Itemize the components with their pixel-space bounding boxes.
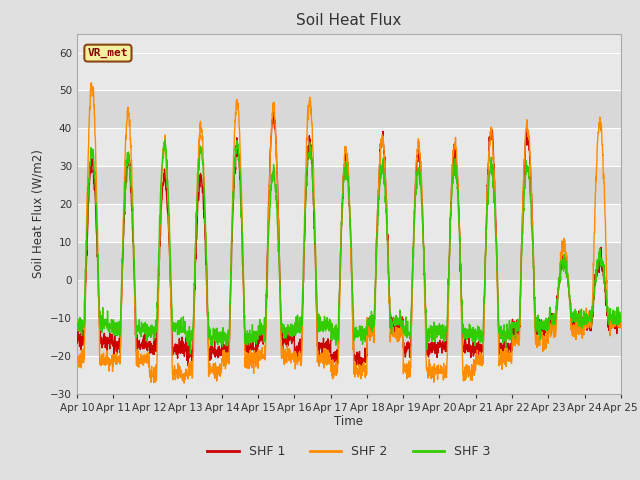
SHF 2 bbox=[617, 318, 625, 324]
SHF 2 bbox=[570, 334, 577, 339]
SHF 1 bbox=[365, 326, 372, 332]
SHF 3 bbox=[187, 351, 195, 357]
Line: SHF 2: SHF 2 bbox=[77, 83, 621, 383]
Bar bbox=[77, 128, 621, 166]
SHF 2 bbox=[180, 380, 188, 386]
Title: Soil Heat Flux: Soil Heat Flux bbox=[296, 13, 401, 28]
Y-axis label: Soil Heat Flux (W/m2): Soil Heat Flux (W/m2) bbox=[31, 149, 45, 278]
Bar bbox=[77, 318, 621, 356]
SHF 3 bbox=[377, 176, 385, 182]
SHF 2 bbox=[365, 328, 372, 334]
SHF 1 bbox=[617, 320, 625, 326]
Bar bbox=[77, 166, 621, 204]
SHF 2 bbox=[225, 361, 233, 367]
SHF 2 bbox=[88, 80, 95, 86]
SHF 1 bbox=[356, 365, 364, 371]
Bar bbox=[77, 204, 621, 242]
Line: SHF 1: SHF 1 bbox=[77, 108, 621, 368]
X-axis label: Time: Time bbox=[334, 415, 364, 429]
Bar bbox=[77, 242, 621, 280]
SHF 2 bbox=[377, 138, 385, 144]
SHF 3 bbox=[161, 137, 169, 143]
SHF 3 bbox=[365, 323, 372, 328]
SHF 1 bbox=[508, 349, 515, 355]
SHF 3 bbox=[508, 323, 515, 328]
SHF 1 bbox=[377, 145, 385, 151]
SHF 3 bbox=[617, 317, 625, 323]
SHF 3 bbox=[584, 317, 592, 323]
SHF 3 bbox=[225, 334, 233, 339]
SHF 2 bbox=[73, 356, 81, 361]
SHF 1 bbox=[73, 338, 81, 344]
SHF 1 bbox=[270, 106, 278, 111]
Bar bbox=[77, 356, 621, 394]
Bar bbox=[77, 280, 621, 318]
Bar bbox=[77, 90, 621, 128]
SHF 1 bbox=[570, 316, 577, 322]
SHF 2 bbox=[584, 315, 592, 321]
Text: VR_met: VR_met bbox=[88, 48, 128, 58]
Line: SHF 3: SHF 3 bbox=[77, 140, 621, 354]
Legend: SHF 1, SHF 2, SHF 3: SHF 1, SHF 2, SHF 3 bbox=[202, 440, 495, 463]
Bar bbox=[77, 52, 621, 90]
SHF 3 bbox=[570, 316, 577, 322]
SHF 1 bbox=[225, 355, 232, 361]
SHF 1 bbox=[584, 323, 592, 329]
SHF 2 bbox=[508, 355, 515, 360]
SHF 3 bbox=[73, 326, 81, 332]
